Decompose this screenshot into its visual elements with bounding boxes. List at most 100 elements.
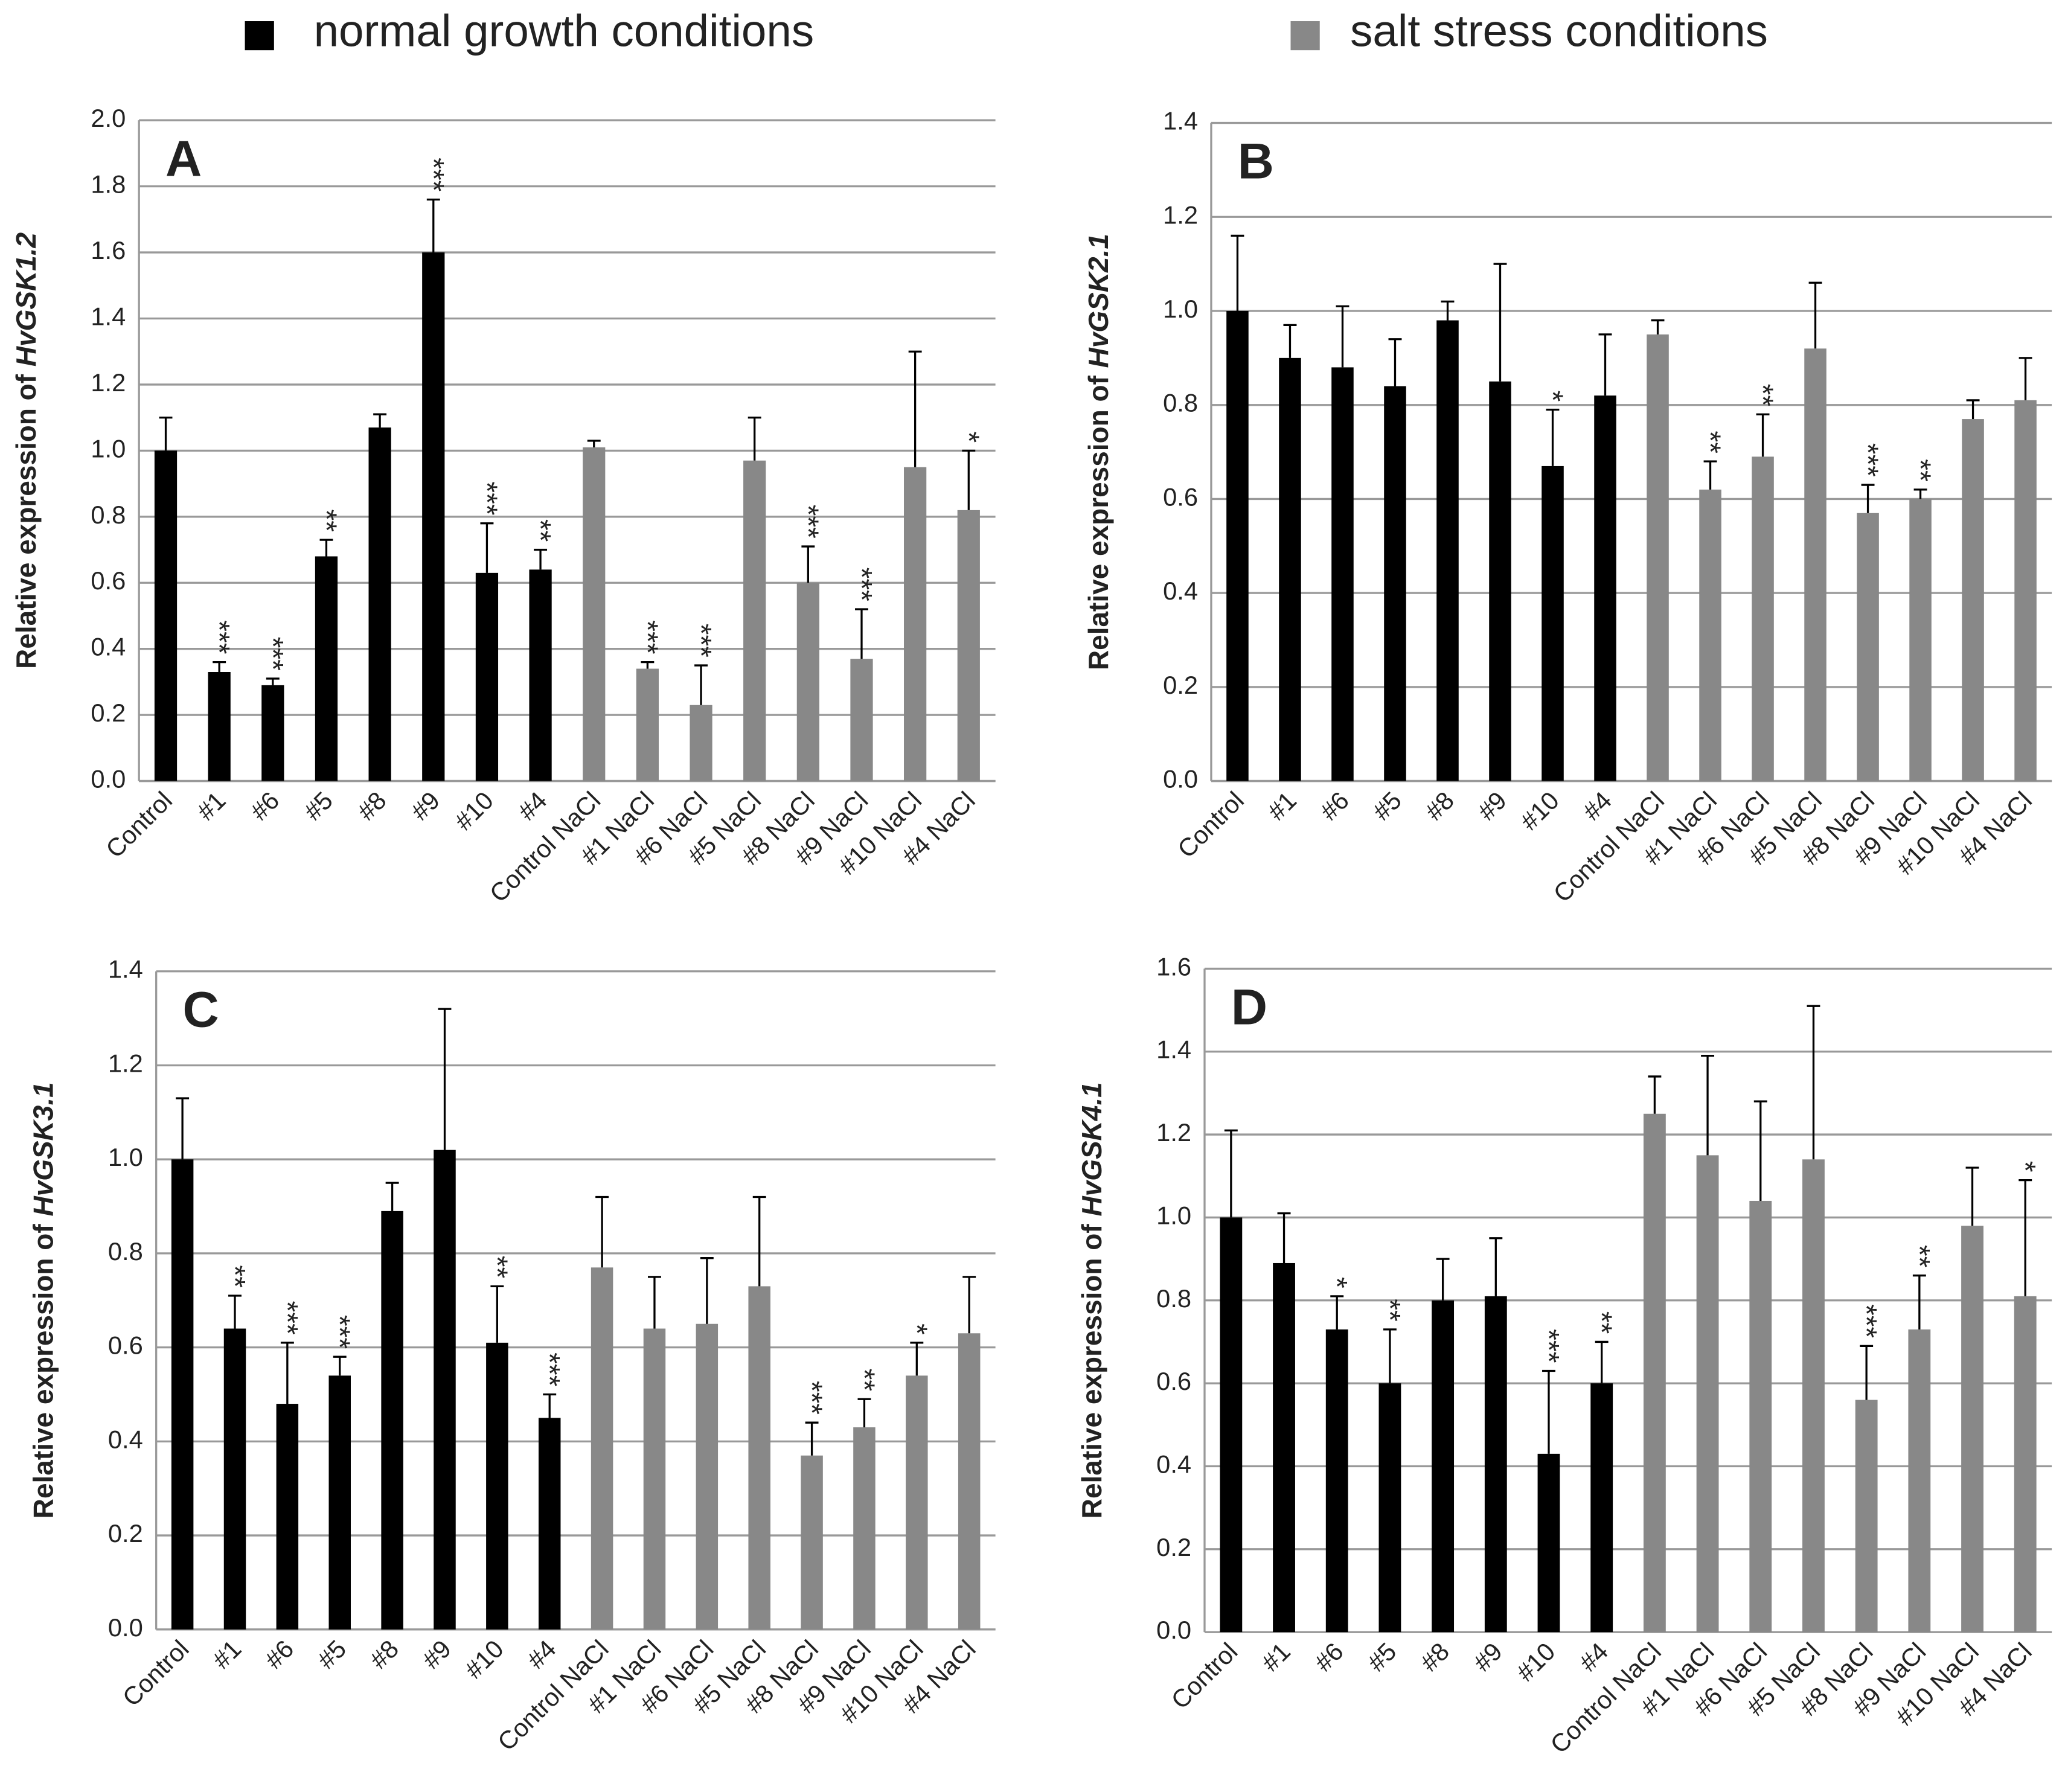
bar	[643, 1328, 666, 1630]
bar	[853, 1427, 876, 1630]
bar	[1273, 1262, 1295, 1633]
significance-label: ***	[792, 505, 824, 539]
bar	[1542, 466, 1564, 781]
significance-label: ***	[1850, 1304, 1883, 1338]
bar	[1484, 1296, 1507, 1633]
bar	[223, 1328, 246, 1630]
y-axis-label: Relative expression of HvGSK1.2	[10, 232, 42, 668]
x-tick-label: #1	[206, 1634, 246, 1674]
bar	[743, 460, 766, 781]
y-tick-label: 0.8	[1163, 389, 1198, 417]
x-tick-label: #10	[459, 1634, 508, 1684]
bar	[1378, 1383, 1401, 1633]
significance-label: **	[1747, 384, 1779, 406]
x-tick-label: Control	[1172, 786, 1249, 863]
x-tick-label: #4	[522, 1634, 562, 1674]
x-tick-label: #1	[1262, 786, 1302, 826]
significance-label: **	[219, 1265, 251, 1287]
x-tick-label: #8	[1415, 1637, 1455, 1677]
panel-letter: D	[1231, 979, 1267, 1035]
y-tick-label: 1.2	[108, 1049, 143, 1077]
x-tick-label: #8	[364, 1634, 404, 1674]
panel-letter: C	[183, 982, 219, 1038]
bar	[1331, 367, 1354, 781]
bar	[1432, 1300, 1455, 1633]
bar	[381, 1211, 403, 1630]
bar	[1749, 1200, 1772, 1633]
y-tick-label: 0.6	[108, 1331, 143, 1360]
significance-label: ***	[685, 624, 717, 658]
panel-letter: A	[165, 130, 202, 187]
y-tick-label: 1.0	[91, 434, 126, 462]
y-axis-label: Relative expression of HvGSK4.1	[1076, 1082, 1107, 1518]
y-tick-label: 1.4	[1163, 107, 1198, 135]
significance-label: ***	[1532, 1329, 1565, 1363]
bar	[1857, 513, 1879, 781]
significance-label: **	[1903, 1245, 1936, 1267]
x-tick-label: Control	[100, 786, 178, 863]
bar	[1855, 1400, 1878, 1633]
y-tick-label: 1.2	[1156, 1118, 1191, 1147]
y-tick-label: 0.0	[108, 1613, 143, 1642]
y-tick-label: 1.2	[91, 368, 126, 397]
y-tick-label: 1.8	[91, 170, 126, 199]
x-tick-label: #5	[1367, 786, 1407, 826]
bar	[1220, 1217, 1243, 1633]
bar	[154, 450, 178, 781]
significance-label: *	[900, 1323, 933, 1335]
bar	[1752, 456, 1774, 781]
x-tick-label: #9	[417, 1634, 456, 1674]
y-tick-label: 1.6	[91, 236, 126, 264]
x-tick-label: #5	[1362, 1637, 1401, 1677]
significance-label: ***	[470, 481, 503, 515]
y-axis-label-gene: HvGSK3.1	[28, 1082, 59, 1216]
panel-letter: B	[1238, 133, 1274, 190]
x-tick-label: #10	[449, 786, 499, 836]
bar	[1436, 320, 1459, 781]
x-tick-label: #4	[513, 786, 552, 826]
significance-label: **	[1374, 1299, 1406, 1321]
y-axis-label-text: Relative expression of	[28, 1224, 59, 1519]
y-tick-label: 0.4	[91, 633, 126, 661]
bar	[906, 1375, 928, 1630]
bar	[171, 1159, 194, 1630]
significance-label: **	[310, 510, 342, 532]
x-tick-label: #6	[1314, 786, 1354, 826]
y-tick-label: 0.2	[108, 1519, 143, 1547]
bar	[1279, 357, 1301, 781]
bar	[475, 572, 499, 781]
significance-label: **	[1586, 1311, 1618, 1334]
x-tick-label: #6	[259, 1634, 299, 1674]
y-axis-label-gene: HvGSK1.2	[10, 232, 42, 366]
x-tick-label: #4	[1574, 1637, 1613, 1677]
bar	[1696, 1155, 1719, 1633]
bar	[801, 1455, 823, 1630]
legend-label: normal growth conditions	[314, 6, 815, 56]
y-tick-label: 0.0	[1156, 1616, 1191, 1644]
bar	[434, 1150, 456, 1630]
x-tick-label: Control	[117, 1634, 194, 1712]
y-tick-label: 0.6	[1156, 1367, 1191, 1395]
y-tick-label: 1.0	[1163, 295, 1198, 323]
legend-swatch	[245, 21, 274, 51]
x-tick-label: #4	[1577, 786, 1617, 826]
significance-label: ***	[533, 1352, 566, 1386]
bar	[1384, 386, 1406, 781]
bar	[1325, 1329, 1348, 1633]
legend-label: salt stress conditions	[1350, 6, 1768, 56]
bar	[1961, 1226, 1983, 1633]
bar	[958, 1333, 981, 1630]
bar	[529, 569, 552, 781]
significance-label: ***	[796, 1381, 828, 1415]
significance-label: **	[848, 1369, 880, 1391]
y-axis-label-text: Relative expression of	[1076, 1224, 1107, 1519]
significance-label: **	[524, 519, 557, 542]
bar	[1909, 499, 1932, 781]
y-tick-label: 0.0	[91, 765, 126, 793]
significance-label: ***	[324, 1315, 356, 1349]
significance-label: *	[1536, 391, 1569, 402]
bar	[850, 659, 873, 781]
bar	[261, 685, 284, 781]
bar	[696, 1323, 719, 1630]
